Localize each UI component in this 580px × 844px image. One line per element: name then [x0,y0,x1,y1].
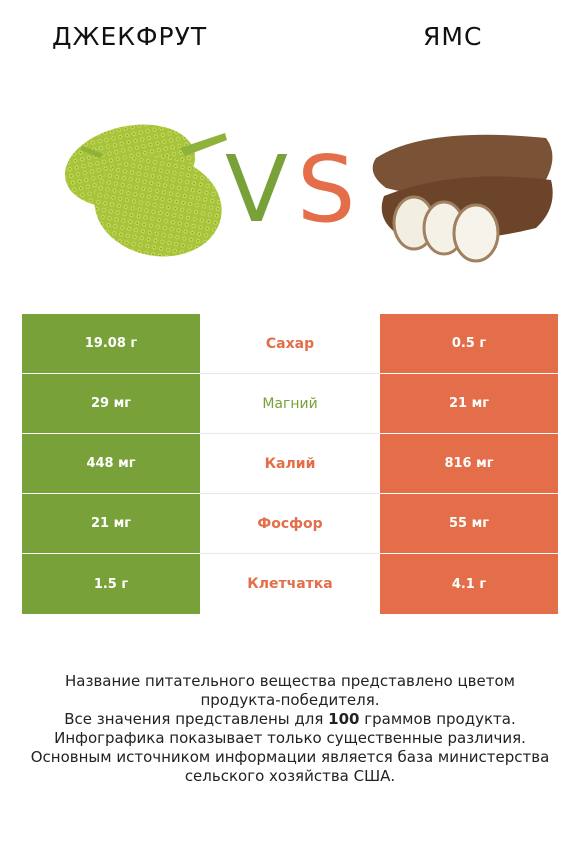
left-value: 19.08 г [22,314,200,374]
nutrient-label: Клетчатка [247,576,333,592]
left-value: 29 мг [22,374,200,434]
table-row: 19.08 г Сахар 0.5 г [22,314,558,374]
right-value: 0.5 г [380,314,558,374]
footer-line: Название питательного вещества представл… [65,672,515,690]
jackfruit-image [64,124,227,257]
footer-note: Название питательного вещества представл… [20,672,560,786]
left-value: 21 мг [22,494,200,554]
footer-bold-number: 100 [328,710,360,728]
vs-v-letter: V [225,136,288,235]
nutrient-label: Фосфор [200,494,380,554]
yam-image [372,134,553,263]
comparison-table: 19.08 г Сахар 0.5 г 29 мг Магний 21 мг 4… [22,314,558,614]
nutrient-label: Магний [200,374,380,434]
left-value: 1.5 г [22,554,200,614]
footer-line: Инфографика показывает только существенн… [54,729,526,747]
nutrient-label: Сахар [200,314,380,374]
table-row: 1.5 г Клетчатка 4.1 г [22,554,558,614]
footer-text: Все значения представлены для [64,710,329,728]
right-value: 21 мг [380,374,558,434]
right-value: 55 мг [380,494,558,554]
right-product-title: ЯМС [423,22,483,51]
left-product-title: ДЖЕКФРУТ [52,22,208,51]
footer-line: сельского хозяйства США. [184,767,396,785]
table-row: 448 мг Калий 816 мг [22,434,558,494]
footer-line: Все значения представлены для 100 граммо… [20,710,560,729]
footer-line: продукта-победителя. [200,691,380,709]
right-value: 4.1 г [380,554,558,614]
right-value: 816 мг [380,434,558,494]
vs-label: V S [225,136,355,235]
vs-s-letter: S [297,136,355,235]
footer-line: Основным источником информации является … [30,748,550,766]
nutrient-label: Калий [200,434,380,494]
table-row: 21 мг Фосфор 55 мг [22,494,558,554]
left-value: 448 мг [22,434,200,494]
footer-text: граммов продукта. [359,710,516,728]
table-row: 29 мг Магний 21 мг [22,374,558,434]
